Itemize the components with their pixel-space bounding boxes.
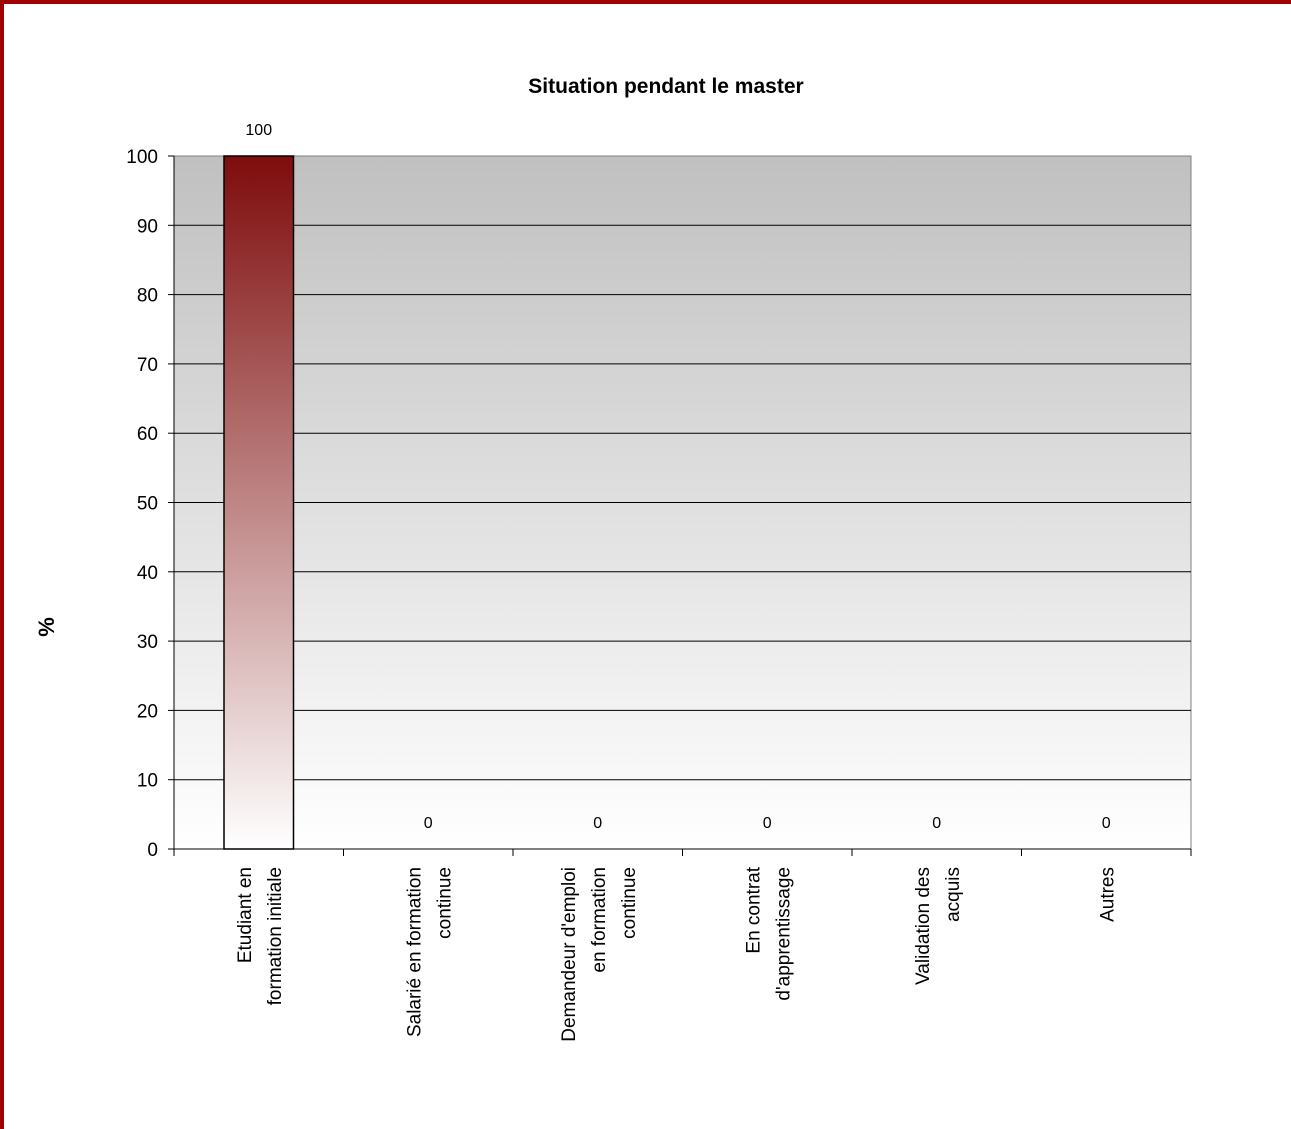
y-tick-label: 20	[137, 701, 158, 722]
category-label: Salarié en formation continue	[404, 867, 455, 1037]
category-label-line: formation initiale	[265, 867, 286, 1005]
y-axis-label: %	[34, 617, 59, 637]
y-tick-label: 10	[137, 771, 158, 792]
y-tick-label: 0	[147, 840, 158, 861]
y-tick-label: 60	[137, 424, 158, 445]
bar-series	[223, 155, 295, 850]
y-tick-label: 80	[137, 286, 158, 307]
data-label: 0	[932, 815, 941, 832]
category-label: Autres	[1097, 867, 1118, 922]
y-tick-label: 40	[137, 563, 158, 584]
gridlines	[174, 224, 1191, 781]
chart-title: Situation pendant le master	[528, 75, 803, 98]
category-label-line: Demandeur d'emploi	[559, 867, 580, 1042]
category-label: En contrat d'apprentissage	[743, 866, 794, 1000]
category-label: Validation des acquis	[913, 867, 964, 985]
y-tick-label: 100	[126, 147, 158, 168]
category-label: Demandeur d'emploi en formation continue	[559, 867, 640, 1042]
category-label-line: Etudiant en	[235, 867, 256, 963]
category-label-line: continue	[619, 867, 640, 939]
data-label: 0	[763, 815, 772, 832]
category-label-line: Autres	[1097, 867, 1118, 922]
category-label-line: en formation	[589, 867, 610, 973]
data-label: 0	[593, 815, 602, 832]
category-label-line: Validation des	[913, 867, 934, 985]
bar	[223, 155, 295, 850]
data-label: 100	[245, 122, 272, 139]
category-label-line: continue	[434, 867, 455, 939]
category-label-line: d'apprentissage	[773, 867, 794, 1001]
y-axis: 0 10 20 30 40 50 60 70 80 90 100	[126, 147, 175, 861]
data-label: 0	[424, 815, 433, 832]
category-label-line: acquis	[943, 867, 964, 922]
y-tick-label: 50	[137, 494, 158, 515]
category-labels: Etudiant en formation initiale Salarié en …	[235, 866, 1119, 1041]
data-labels: 100 0 0 0 0 0	[245, 122, 1110, 832]
y-tick-label: 30	[137, 632, 158, 653]
data-label: 0	[1102, 815, 1111, 832]
category-label-line: Salarié en formation	[404, 867, 425, 1037]
category-label-line: En contrat	[743, 866, 764, 953]
y-tick-label: 70	[137, 355, 158, 376]
category-label: Etudiant en formation initiale	[235, 867, 286, 1005]
x-axis	[173, 848, 1192, 856]
y-tick-label: 90	[137, 216, 158, 237]
